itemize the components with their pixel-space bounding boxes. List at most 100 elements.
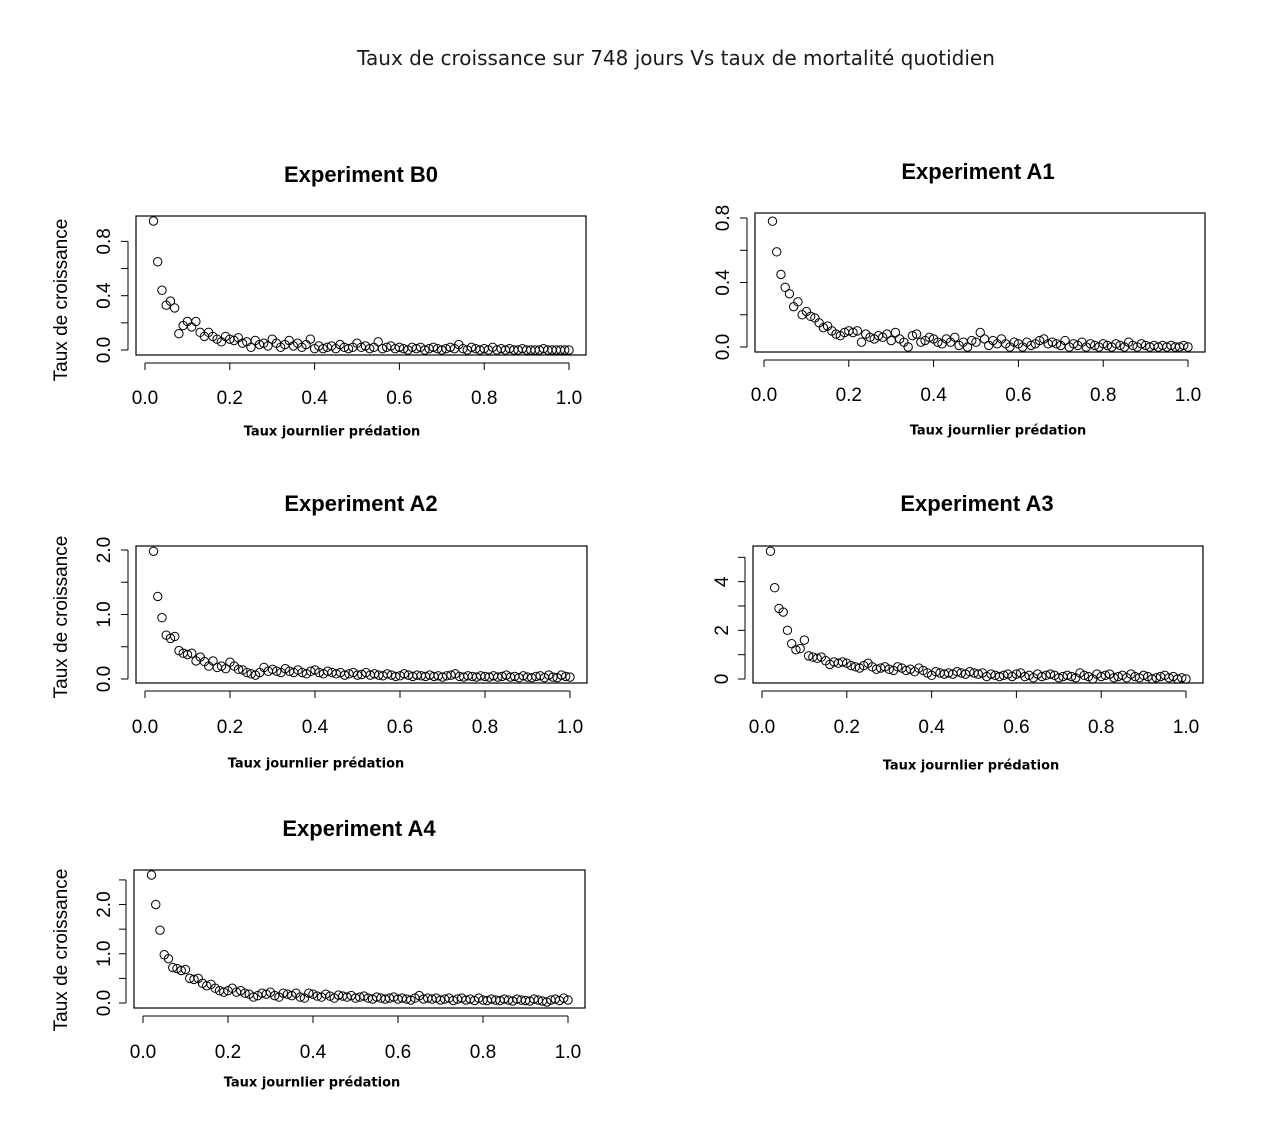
plot-frame (752, 545, 1204, 684)
x-tick-label: 1.0 (555, 1042, 581, 1063)
data-point (548, 672, 558, 682)
data-point (518, 671, 528, 681)
x-tick-label: 0.6 (1003, 717, 1029, 738)
y-tick-label: 0.0 (94, 337, 115, 363)
data-point (871, 664, 882, 674)
data-point (428, 342, 439, 352)
data-point (180, 964, 191, 975)
data-point (837, 657, 848, 667)
data-point (994, 671, 1005, 682)
data-point (1111, 339, 1121, 349)
data-point (1045, 669, 1056, 679)
data-point (267, 664, 278, 675)
data-point (1054, 673, 1064, 683)
data-point (323, 666, 333, 676)
data-point (318, 343, 328, 354)
data-point (886, 335, 896, 346)
x-tick-label: 1.0 (557, 717, 583, 738)
data-point (304, 988, 314, 998)
x-tick-label: 0.8 (471, 388, 497, 409)
data-point (246, 342, 256, 352)
x-tick-label: 0.8 (1090, 385, 1116, 406)
x-tick-label: 0.6 (387, 717, 413, 738)
y-tick-label: 2.0 (94, 537, 115, 563)
data-point (1096, 671, 1106, 682)
x-tick-label: 0.2 (217, 717, 243, 738)
panel-title: Experiment A2 (284, 491, 437, 516)
data-point (157, 285, 167, 295)
data-point (442, 671, 452, 681)
data-point (1011, 669, 1022, 679)
data-point (208, 656, 218, 666)
data-point (202, 981, 212, 991)
data-point (372, 992, 382, 1002)
data-point (435, 995, 446, 1005)
data-point (221, 663, 231, 674)
plot-frame (135, 545, 588, 684)
data-point (1147, 674, 1157, 684)
data-point (308, 989, 318, 999)
y-axis-label: Taux de croissance (51, 869, 72, 1032)
data-point (933, 337, 943, 347)
data-point (778, 607, 788, 617)
data-point (169, 303, 180, 313)
x-tick-label: 0.0 (130, 1042, 156, 1063)
data-point (527, 673, 537, 683)
data-point (931, 667, 941, 677)
x-tick-label: 1.0 (1175, 385, 1201, 406)
x-tick-label: 0.0 (132, 388, 158, 409)
data-point (818, 322, 829, 333)
data-point (168, 962, 178, 973)
data-point (784, 289, 795, 299)
x-tick-label: 0.0 (132, 717, 158, 738)
data-point (565, 672, 575, 682)
data-point (852, 326, 862, 336)
data-point (373, 337, 383, 347)
data-point (911, 329, 922, 339)
data-point (499, 994, 509, 1004)
data-point (805, 311, 816, 322)
data-point (765, 546, 776, 556)
y-axis-label: Taux de croissance (51, 219, 72, 382)
data-point (321, 989, 331, 999)
x-axis-label: Taux journlier prédation (228, 757, 405, 772)
data-point (270, 990, 280, 1001)
data-point (1177, 673, 1187, 683)
data-point (795, 643, 805, 654)
data-point (186, 322, 197, 332)
data-point (151, 899, 161, 910)
data-point (903, 342, 913, 352)
x-tick-label: 0.0 (751, 385, 777, 406)
data-point (907, 331, 918, 341)
data-point (176, 965, 186, 976)
x-tick-label: 0.6 (1005, 385, 1031, 406)
data-point (191, 316, 201, 327)
data-point (437, 672, 448, 682)
data-point (146, 870, 157, 880)
x-tick-label: 0.4 (918, 717, 945, 738)
panel-title: Experiment A1 (901, 159, 1054, 184)
data-point (1037, 671, 1047, 682)
data-point (533, 995, 543, 1005)
y-tick-label: 0.0 (94, 666, 115, 692)
panel-title: Experiment A3 (900, 491, 1053, 516)
data-point (1009, 337, 1019, 347)
data-point (165, 296, 176, 306)
data-point (529, 994, 539, 1004)
data-point (448, 995, 458, 1006)
data-point (1138, 670, 1149, 681)
data-point (148, 546, 159, 556)
x-tick-label: 0.4 (301, 388, 328, 409)
data-point (155, 925, 165, 935)
data-point (799, 635, 810, 645)
data-point (556, 670, 567, 680)
data-point (170, 631, 180, 642)
data-point (782, 625, 793, 636)
data-point (1079, 670, 1089, 681)
x-tick-label: 1.0 (1173, 717, 1199, 738)
data-point (1179, 340, 1189, 351)
scatter-panel: Experiment A4 0.0 0.2 0.4 0.6 0.8 1.0 0.0 1.0 2.0… (51, 816, 586, 1091)
data-point (1136, 339, 1147, 349)
data-point (1181, 674, 1191, 684)
data-point (967, 335, 977, 346)
